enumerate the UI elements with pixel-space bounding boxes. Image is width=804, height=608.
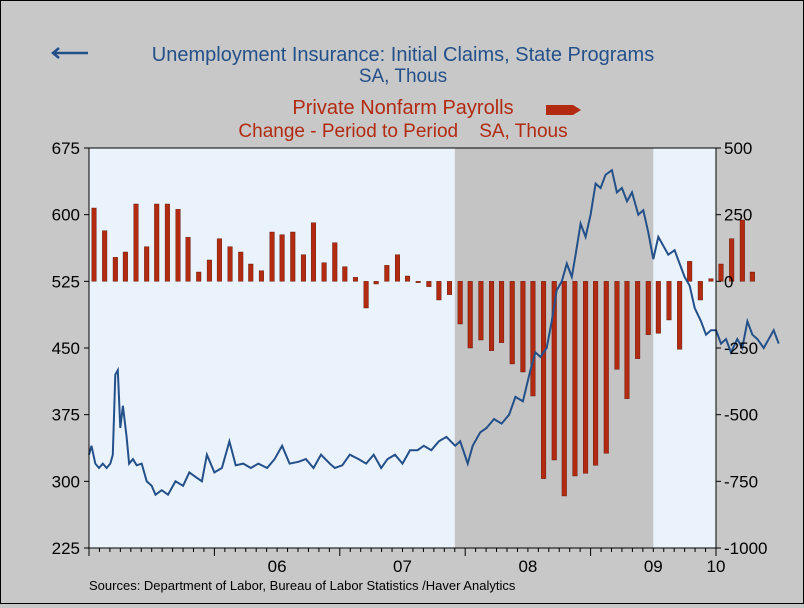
payrolls-bar [739,219,745,282]
left-tick-label: 525 [52,272,80,291]
legend-claims: Unemployment Insurance: Initial Claims, … [51,44,654,87]
payrolls-bar [175,209,181,282]
payrolls-bar [216,238,222,282]
payrolls-bar [144,246,150,282]
payrolls-bar [415,281,421,283]
title-claims: Unemployment Insurance: Initial Claims, … [152,44,654,66]
payrolls-bar [635,281,641,359]
payrolls-bar [677,281,683,350]
payrolls-bar [373,281,379,285]
payrolls-bar [394,254,400,282]
right-tick-label: -750 [724,472,758,491]
payrolls-bar [583,281,589,474]
payrolls-bar [426,281,432,287]
left-axis: 225 300 375 450 525 600 675 [52,139,89,558]
payrolls-bar [603,281,609,454]
payrolls-bar [112,257,118,282]
right-tick-label: -1000 [724,539,767,558]
legend-payrolls: Private Nonfarm Payrolls Change - Period… [238,97,581,142]
payrolls-bar [321,262,327,282]
payrolls-bar [310,222,316,282]
payrolls-bar [290,231,296,282]
payrolls-bar [91,207,97,282]
title-payrolls-unit: Change - Period to Period SA, Thous [238,121,567,142]
title-payrolls: Private Nonfarm Payrolls [292,97,513,119]
payrolls-bar [551,281,557,461]
payrolls-bar [687,261,693,282]
payrolls-bar [342,266,348,282]
left-tick-label: 375 [52,406,80,425]
payrolls-bar [300,254,306,282]
payrolls-bar [436,281,442,301]
payrolls-bar [614,281,620,370]
payrolls-bar [258,270,264,282]
payrolls-bar [363,281,369,309]
x-tick-label: 08 [518,557,537,576]
payrolls-bar [196,271,202,282]
left-tick-label: 600 [52,206,80,225]
payrolls-bar [729,238,735,282]
payrolls-bar [227,246,233,282]
payrolls-bar [749,271,755,282]
right-tick-label: -500 [724,406,758,425]
right-tick-label: 250 [724,206,752,225]
payrolls-bar [708,278,714,282]
payrolls-bar [154,203,160,282]
payrolls-bar [206,259,212,282]
title-claims-unit: SA, Thous [359,66,447,87]
x-tick-label: 10 [707,557,726,576]
payrolls-bar [122,251,128,282]
payrolls-bar [655,281,661,334]
payrolls-bar [133,203,139,282]
payrolls-bar [624,281,630,399]
payrolls-bar [248,263,254,282]
claims-line [88,168,780,497]
payrolls-bar [405,275,411,282]
left-tick-label: 450 [52,339,80,358]
x-tick-label: 07 [393,557,412,576]
payrolls-bar [384,265,390,282]
payrolls-bar [269,231,275,282]
payrolls-bars [91,203,755,497]
payrolls-bar [447,281,453,295]
payrolls-bar [593,281,599,466]
payrolls-bar [697,281,703,301]
payrolls-bar [164,203,170,282]
payrolls-bar [541,281,547,479]
left-tick-label: 675 [52,139,80,158]
right-tick-label: 0 [724,272,733,291]
payrolls-bar [352,277,358,282]
right-tick-label: 500 [724,139,752,158]
x-tick-label: 09 [644,557,663,576]
payrolls-bar [102,230,108,282]
payrolls-bar [457,281,463,325]
x-axis: 06 07 08 09 10 [88,548,726,576]
payrolls-bar [718,263,724,282]
payrolls-bar [238,251,244,282]
payrolls-bar [645,281,651,335]
payrolls-bar [509,281,515,365]
payrolls-bar [279,234,285,282]
right-tick-label: -250 [724,339,758,358]
payrolls-bar [530,281,536,397]
payrolls-bar [520,281,526,373]
right-axis: -1000 -750 -500 -250 0 250 500 [716,139,767,558]
payrolls-bar [489,281,495,351]
source-note: Sources: Department of Labor, Bureau of … [89,578,516,593]
payrolls-bar [185,237,191,282]
left-tick-label: 300 [52,472,80,491]
payrolls-bar [478,281,484,341]
payrolls-bar [332,242,338,282]
payrolls-bar [499,281,505,343]
payrolls-bar [467,281,473,349]
left-tick-label: 225 [52,539,80,558]
payrolls-bar [561,281,567,497]
x-tick-label: 06 [268,557,287,576]
payrolls-bar [572,281,578,477]
payrolls-bar [666,281,672,321]
